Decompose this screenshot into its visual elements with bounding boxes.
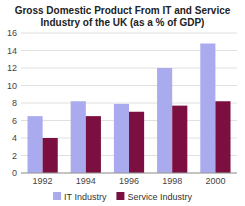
x-tick-label: 1992 — [33, 176, 53, 186]
y-tick-label: 6 — [12, 116, 17, 126]
legend-swatch — [53, 192, 61, 200]
y-tick-label: 2 — [12, 151, 17, 161]
chart-container: Gross Domestic Product From IT and Servi… — [0, 0, 245, 206]
title-line: Industry of the UK (as a % of GDP) — [41, 17, 205, 28]
bar — [215, 101, 230, 173]
title-line: Gross Domestic Product From IT and Servi… — [15, 5, 231, 16]
bar — [71, 101, 86, 173]
chart-svg: Gross Domestic Product From IT and Servi… — [0, 0, 245, 206]
bar — [129, 112, 144, 173]
bars — [27, 44, 230, 174]
legend-label: IT Industry — [64, 192, 107, 202]
title: Gross Domestic Product From IT and Servi… — [15, 5, 231, 28]
plot-background — [21, 33, 237, 173]
grid-line — [21, 33, 237, 34]
y-tick-label: 12 — [7, 63, 17, 73]
y-tick-label: 10 — [7, 81, 17, 91]
y-tick-label: 8 — [12, 98, 17, 108]
y-tick-label: 14 — [7, 46, 17, 56]
bar — [114, 104, 129, 173]
y-tick-label: 16 — [7, 28, 17, 38]
x-tick-label: 1994 — [76, 176, 96, 186]
y-tick-label: 4 — [12, 133, 17, 143]
legend-swatch — [116, 192, 124, 200]
bar — [172, 106, 187, 173]
y-tick-label: 0 — [12, 168, 17, 178]
bar — [86, 116, 101, 173]
x-tick-label: 2000 — [205, 176, 225, 186]
bar — [43, 138, 58, 173]
bar — [27, 116, 42, 173]
x-tick-label: 1996 — [119, 176, 139, 186]
grid-line — [21, 173, 237, 174]
legend: IT Industry Service Industry — [53, 192, 192, 202]
bar — [200, 44, 215, 174]
x-axis-line — [21, 173, 237, 174]
x-tick-label: 1998 — [162, 176, 182, 186]
bar — [157, 68, 172, 173]
legend-label: Service Industry — [127, 192, 192, 202]
